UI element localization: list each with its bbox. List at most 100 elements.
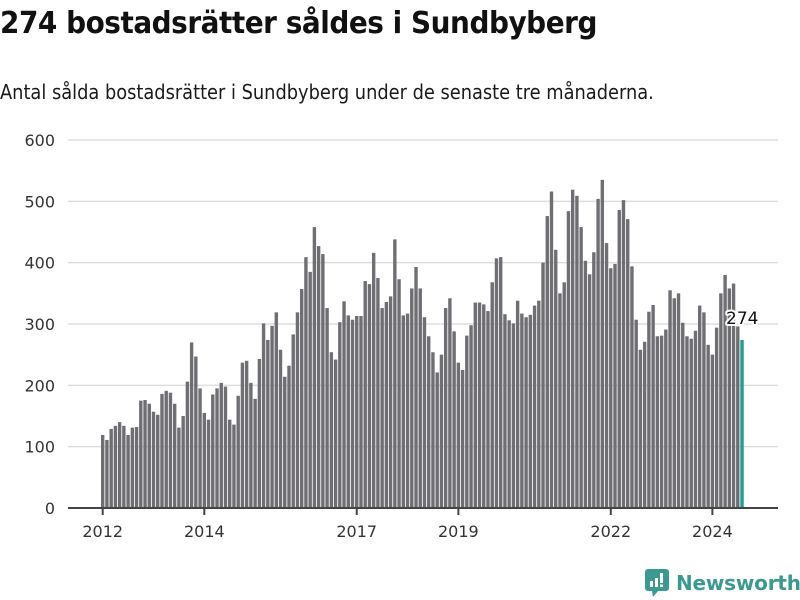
bar: [452, 331, 456, 508]
bar: [507, 320, 511, 508]
bar: [202, 412, 207, 508]
bar: [583, 260, 588, 508]
bar: [562, 282, 566, 508]
bar: [634, 319, 638, 508]
bar: [261, 323, 266, 508]
bar: [346, 315, 350, 508]
bar: [198, 388, 202, 508]
page-subtitle: Antal sålda bostadsrätter i Sundbyberg u…: [0, 80, 654, 104]
bar: [566, 211, 571, 508]
bar: [228, 419, 232, 508]
y-tick-label: 200: [24, 376, 55, 395]
y-tick-label: 400: [24, 254, 55, 273]
bar: [681, 322, 685, 508]
logo-text: Newsworthy: [676, 571, 800, 595]
bar: [257, 358, 262, 508]
bar: [393, 239, 397, 509]
bar: [333, 359, 338, 508]
bar: [283, 376, 287, 508]
bar: [194, 356, 198, 508]
bar: [164, 390, 168, 508]
bar: [439, 354, 444, 508]
bar: [350, 319, 355, 508]
newsworthy-logo[interactable]: Newsworthy: [645, 569, 800, 597]
bar: [244, 360, 249, 508]
bar: [642, 341, 647, 508]
bars: [101, 179, 744, 509]
bar: [503, 314, 507, 508]
bar: [249, 382, 253, 508]
bar: [524, 317, 528, 508]
bar: [710, 354, 715, 508]
bar: [545, 216, 549, 509]
bar: [702, 312, 706, 508]
last-value-label: 274: [726, 309, 758, 329]
bar: [668, 290, 672, 508]
bar: [143, 400, 147, 508]
bar: [287, 365, 291, 508]
bar: [431, 352, 435, 508]
x-tick-label: 2014: [184, 522, 225, 541]
bar: [109, 428, 113, 508]
bar: [499, 257, 503, 508]
bar: [384, 301, 389, 508]
bar: [134, 427, 139, 508]
bar: [541, 262, 545, 508]
bar: [638, 349, 643, 508]
bar: [613, 263, 617, 508]
bar: [274, 312, 278, 508]
bar: [300, 289, 304, 508]
bar: [558, 293, 562, 508]
bar: [316, 246, 321, 509]
x-tick-label: 2012: [82, 522, 123, 541]
bar: [532, 305, 537, 508]
bar: [448, 298, 452, 508]
bar: [723, 274, 727, 508]
bar: [338, 322, 342, 508]
bar: [223, 386, 228, 508]
bar: [160, 393, 164, 508]
bar: [515, 300, 520, 508]
bar: [181, 416, 185, 508]
bar: [380, 308, 384, 508]
bar: [477, 302, 482, 508]
bar: [122, 425, 126, 508]
bar: [418, 288, 422, 508]
bar: [401, 315, 406, 508]
bar: [215, 388, 219, 508]
bar: [117, 422, 122, 508]
bar: [270, 325, 274, 508]
bar: [206, 419, 211, 508]
bar: [355, 316, 359, 508]
bar: [659, 335, 664, 508]
bar: [714, 327, 719, 508]
bar: [105, 439, 109, 508]
y-tick-label: 100: [24, 438, 55, 457]
bar: [719, 293, 723, 508]
bar: [219, 382, 223, 508]
bar: [443, 308, 448, 508]
bar: [672, 298, 676, 508]
bar: [371, 252, 376, 508]
bar: [537, 300, 541, 508]
bar: [295, 312, 300, 508]
bar: [397, 279, 401, 508]
bar: [405, 313, 410, 508]
bar: [727, 288, 732, 508]
bar: [689, 338, 693, 508]
bar: [655, 336, 660, 508]
bar: [168, 392, 173, 508]
bar: [130, 427, 135, 508]
bar: [465, 335, 469, 508]
y-axis-ticks: 0 100 200 300 400 500 600: [24, 131, 55, 518]
bar: [321, 254, 325, 508]
bar: [575, 195, 579, 508]
bar: [490, 282, 494, 508]
bar: [570, 189, 575, 508]
bar: [156, 414, 160, 508]
bar: [617, 209, 621, 509]
bar: [232, 424, 236, 508]
bar: [253, 398, 257, 508]
bar: [685, 336, 689, 508]
